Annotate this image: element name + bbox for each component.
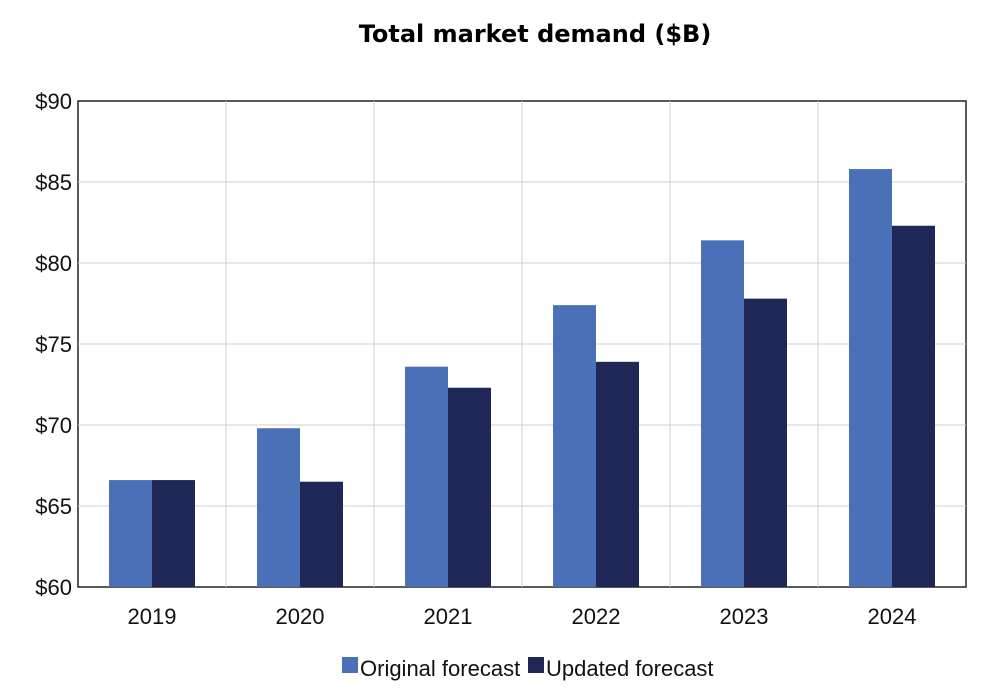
bar-updated-2022 bbox=[596, 361, 639, 587]
y-tick-label: $80 bbox=[35, 251, 72, 276]
bar-original-2024 bbox=[849, 169, 892, 588]
legend-label: Updated forecast bbox=[546, 656, 714, 681]
bar-updated-2024 bbox=[892, 225, 935, 588]
x-tick-label: 2019 bbox=[128, 604, 177, 629]
bar-original-2019 bbox=[109, 480, 152, 587]
chart-title: Total market demand ($B) bbox=[359, 20, 712, 48]
bar-updated-2020 bbox=[300, 481, 343, 587]
gridlines bbox=[78, 101, 966, 587]
x-axis-tick-labels: 2019 2020 2021 2022 2023 2024 bbox=[128, 604, 917, 629]
bars bbox=[109, 169, 935, 588]
bar-original-2023 bbox=[701, 240, 744, 587]
y-tick-label: $70 bbox=[35, 413, 72, 438]
x-tick-label: 2021 bbox=[424, 604, 473, 629]
legend-swatch bbox=[342, 657, 358, 673]
legend-label: Original forecast bbox=[360, 656, 520, 681]
bar-updated-2021 bbox=[448, 387, 491, 587]
y-tick-label: $60 bbox=[35, 575, 72, 600]
legend: Original forecast Updated forecast bbox=[342, 656, 714, 681]
x-tick-label: 2023 bbox=[720, 604, 769, 629]
x-tick-label: 2020 bbox=[276, 604, 325, 629]
legend-swatch bbox=[528, 657, 544, 673]
x-tick-label: 2022 bbox=[572, 604, 621, 629]
bar-updated-2019 bbox=[152, 480, 195, 587]
y-tick-label: $65 bbox=[35, 494, 72, 519]
x-tick-label: 2024 bbox=[868, 604, 917, 629]
y-axis-tick-labels: $60 $65 $70 $75 $80 $85 $90 bbox=[35, 89, 72, 600]
bar-original-2021 bbox=[405, 366, 448, 587]
y-tick-label: $85 bbox=[35, 170, 72, 195]
bar-original-2020 bbox=[257, 428, 300, 587]
y-tick-label: $90 bbox=[35, 89, 72, 114]
y-tick-label: $75 bbox=[35, 332, 72, 357]
bar-updated-2023 bbox=[744, 298, 787, 587]
bar-original-2022 bbox=[553, 305, 596, 587]
